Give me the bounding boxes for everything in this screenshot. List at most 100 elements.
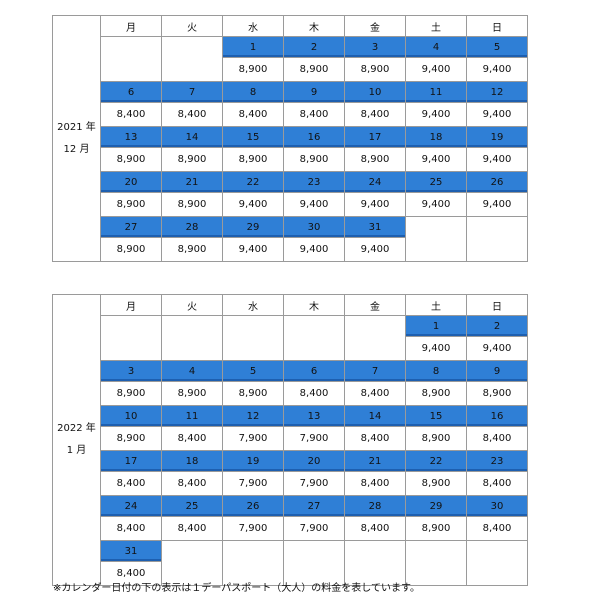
price-row: 8,400 8,400 8,400 8,400 8,400 9,400 9,400 xyxy=(53,102,528,127)
date-cell[interactable]: 31 xyxy=(344,216,406,238)
date-cell[interactable]: 18 xyxy=(161,450,223,472)
date-cell[interactable]: 26 xyxy=(222,495,284,517)
empty-cell xyxy=(161,36,223,82)
date-cell[interactable]: 15 xyxy=(222,126,284,148)
price-cell: 9,400 xyxy=(283,192,345,217)
date-cell[interactable]: 23 xyxy=(283,171,345,193)
empty-cell xyxy=(405,216,467,262)
date-cell[interactable]: 13 xyxy=(100,126,162,148)
date-cell[interactable]: 4 xyxy=(405,36,467,58)
date-cell[interactable]: 2 xyxy=(283,36,345,58)
price-cell: 8,900 xyxy=(283,57,345,82)
weekday-header: 火 xyxy=(161,294,223,316)
date-cell[interactable]: 22 xyxy=(405,450,467,472)
date-cell[interactable]: 23 xyxy=(466,450,528,472)
date-cell[interactable]: 27 xyxy=(100,216,162,238)
price-cell: 7,900 xyxy=(222,426,284,451)
price-cell: 8,400 xyxy=(344,516,406,541)
date-cell[interactable]: 24 xyxy=(100,495,162,517)
price-row: 8,400 xyxy=(53,561,528,586)
date-cell[interactable]: 7 xyxy=(344,360,406,382)
price-cell: 8,400 xyxy=(344,381,406,406)
date-cell[interactable]: 29 xyxy=(405,495,467,517)
date-cell[interactable]: 10 xyxy=(100,405,162,427)
date-cell[interactable]: 11 xyxy=(161,405,223,427)
date-cell[interactable]: 19 xyxy=(466,126,528,148)
date-cell[interactable]: 24 xyxy=(344,171,406,193)
date-cell[interactable]: 28 xyxy=(161,216,223,238)
date-cell[interactable]: 16 xyxy=(466,405,528,427)
price-cell: 8,400 xyxy=(161,516,223,541)
date-cell[interactable]: 7 xyxy=(161,81,223,103)
date-cell[interactable]: 1 xyxy=(222,36,284,58)
date-cell[interactable]: 9 xyxy=(283,81,345,103)
date-cell[interactable]: 27 xyxy=(283,495,345,517)
year-label: 2022 年 xyxy=(57,423,96,434)
date-cell[interactable]: 5 xyxy=(222,360,284,382)
date-cell[interactable]: 28 xyxy=(344,495,406,517)
date-cell[interactable]: 26 xyxy=(466,171,528,193)
date-cell[interactable]: 25 xyxy=(405,171,467,193)
date-cell[interactable]: 14 xyxy=(344,405,406,427)
date-cell[interactable]: 29 xyxy=(222,216,284,238)
date-cell[interactable]: 12 xyxy=(222,405,284,427)
date-cell[interactable]: 21 xyxy=(344,450,406,472)
date-cell[interactable]: 6 xyxy=(100,81,162,103)
date-cell[interactable]: 2 xyxy=(466,315,528,337)
date-cell[interactable]: 1 xyxy=(405,315,467,337)
date-cell[interactable]: 9 xyxy=(466,360,528,382)
date-cell[interactable]: 3 xyxy=(344,36,406,58)
date-cell[interactable]: 11 xyxy=(405,81,467,103)
date-cell[interactable]: 19 xyxy=(222,450,284,472)
date-cell[interactable]: 12 xyxy=(466,81,528,103)
date-row: 31 xyxy=(53,540,528,586)
date-cell[interactable]: 3 xyxy=(100,360,162,382)
price-cell: 7,900 xyxy=(222,471,284,496)
price-cell: 9,400 xyxy=(405,57,467,82)
date-cell[interactable]: 30 xyxy=(283,216,345,238)
price-cell: 7,900 xyxy=(283,426,345,451)
price-cell: 8,900 xyxy=(405,471,467,496)
empty-cell xyxy=(100,315,162,361)
price-cell: 8,400 xyxy=(161,102,223,127)
price-cell: 8,900 xyxy=(161,381,223,406)
date-cell[interactable]: 17 xyxy=(344,126,406,148)
date-cell[interactable]: 6 xyxy=(283,360,345,382)
date-cell[interactable]: 20 xyxy=(100,171,162,193)
price-cell: 8,900 xyxy=(100,147,162,172)
date-cell[interactable]: 4 xyxy=(161,360,223,382)
empty-cell xyxy=(161,315,223,361)
empty-cell xyxy=(283,540,345,586)
date-cell[interactable]: 10 xyxy=(344,81,406,103)
weekday-header: 金 xyxy=(344,15,406,37)
price-cell: 9,400 xyxy=(466,57,528,82)
date-cell[interactable]: 25 xyxy=(161,495,223,517)
date-cell[interactable]: 18 xyxy=(405,126,467,148)
empty-cell xyxy=(405,540,467,586)
date-cell[interactable]: 21 xyxy=(161,171,223,193)
weekday-header-row: 2021 年 12 月 月火水木金土日 xyxy=(52,15,528,262)
weekday-header-row: 2022 年 1 月 月火水木金土日 xyxy=(52,294,528,586)
price-footnote: ※カレンダー日付の下の表示は１デーパスポート（大人）の料金を表しています。 xyxy=(53,583,420,594)
price-row: 8,900 8,400 7,900 7,900 8,400 8,900 8,400 xyxy=(53,426,528,451)
date-cell[interactable]: 15 xyxy=(405,405,467,427)
empty-cell xyxy=(283,315,345,361)
price-cell: 8,400 xyxy=(222,102,284,127)
date-cell[interactable]: 8 xyxy=(222,81,284,103)
date-cell[interactable]: 16 xyxy=(283,126,345,148)
price-cell: 8,900 xyxy=(161,192,223,217)
date-cell[interactable]: 20 xyxy=(283,450,345,472)
date-cell[interactable]: 17 xyxy=(100,450,162,472)
price-cell: 8,900 xyxy=(283,147,345,172)
price-cell: 9,400 xyxy=(405,147,467,172)
date-cell[interactable]: 13 xyxy=(283,405,345,427)
price-cell: 8,900 xyxy=(466,381,528,406)
date-cell[interactable]: 14 xyxy=(161,126,223,148)
date-cell[interactable]: 5 xyxy=(466,36,528,58)
date-cell[interactable]: 31 xyxy=(100,540,162,562)
date-cell[interactable]: 8 xyxy=(405,360,467,382)
date-cell[interactable]: 22 xyxy=(222,171,284,193)
date-cell[interactable]: 30 xyxy=(466,495,528,517)
empty-cell xyxy=(344,540,406,586)
price-cell: 8,900 xyxy=(222,147,284,172)
